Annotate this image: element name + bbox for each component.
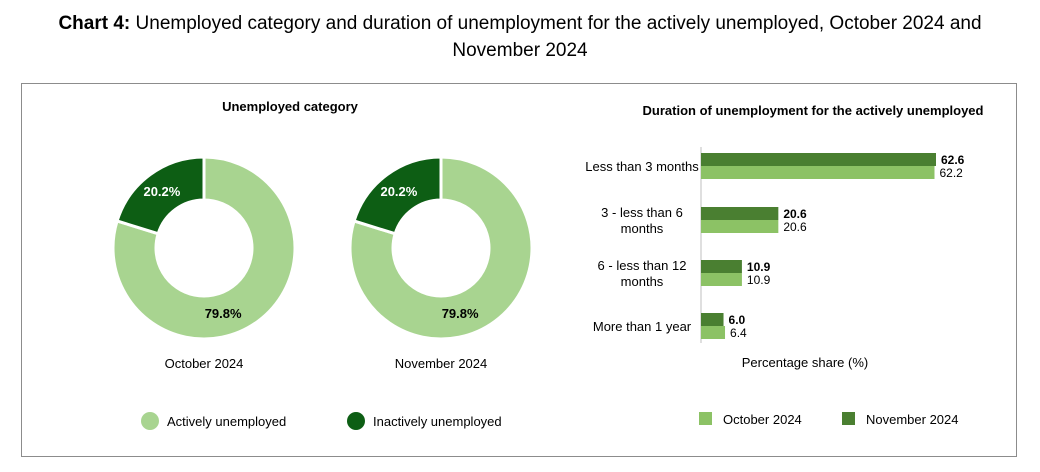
- donut-data-label: 20.2%: [143, 184, 180, 199]
- legend-marker-inactively: [347, 412, 365, 430]
- bar-november: [701, 260, 742, 273]
- chart-frame: [21, 83, 1017, 457]
- bar-october: [701, 273, 742, 286]
- bar-data-label: 20.6: [783, 220, 807, 234]
- donut-caption: October 2024: [165, 356, 244, 371]
- bar-data-label: 62.6: [941, 153, 965, 167]
- chart-title-prefix: Chart 4:: [58, 13, 131, 34]
- legend-marker-actively: [141, 412, 159, 430]
- bar-legend-marker: [842, 412, 855, 425]
- bar-legend-marker: [699, 412, 712, 425]
- bar-category-label: 3 - less than 6: [601, 205, 683, 220]
- donut-data-label: 20.2%: [380, 184, 417, 199]
- bar-category-label: months: [621, 221, 664, 236]
- chart-title-line1: Unemployed category and duration of unem…: [135, 13, 982, 34]
- bar-data-label: 62.2: [939, 166, 963, 180]
- bar-data-label: 6.0: [729, 313, 746, 327]
- chart-title: Chart 4: Unemployed category and duratio…: [20, 10, 1020, 64]
- bar-october: [701, 326, 726, 339]
- bar-october: [701, 220, 779, 233]
- donut-panel-title: Unemployed category: [222, 99, 359, 114]
- donut-slice: [111, 155, 297, 341]
- donut-data-label: 79.8%: [442, 306, 479, 321]
- bar-category-label: 6 - less than 12: [598, 258, 687, 273]
- bar-data-label: 6.4: [730, 326, 747, 340]
- bar-panel-title: Duration of unemployment for the activel…: [643, 103, 984, 118]
- chart-title-line2: November 2024: [452, 40, 588, 61]
- bar-data-label: 20.6: [783, 207, 807, 221]
- bar-october: [701, 166, 935, 179]
- bar-category-label: Less than 3 months: [585, 159, 699, 174]
- donut-slice: [348, 155, 534, 341]
- bar-category-label: More than 1 year: [593, 319, 692, 334]
- bar-category-label: months: [621, 274, 664, 289]
- bar-data-label: 10.9: [747, 260, 771, 274]
- donut-slice: [352, 155, 443, 236]
- bar-data-label: 10.9: [747, 273, 771, 287]
- donut-caption: November 2024: [395, 356, 488, 371]
- bar-november: [701, 207, 779, 220]
- bar-november: [701, 153, 936, 166]
- donut-data-label: 79.8%: [205, 306, 242, 321]
- legend-label: October 2024: [723, 412, 802, 427]
- legend-label: Actively unemployed: [167, 414, 286, 429]
- donut-slice: [115, 155, 206, 236]
- bar-november: [701, 313, 724, 326]
- legend-label: Inactively unemployed: [373, 414, 502, 429]
- legend-label: November 2024: [866, 412, 959, 427]
- bar-x-axis-label: Percentage share (%): [742, 355, 868, 370]
